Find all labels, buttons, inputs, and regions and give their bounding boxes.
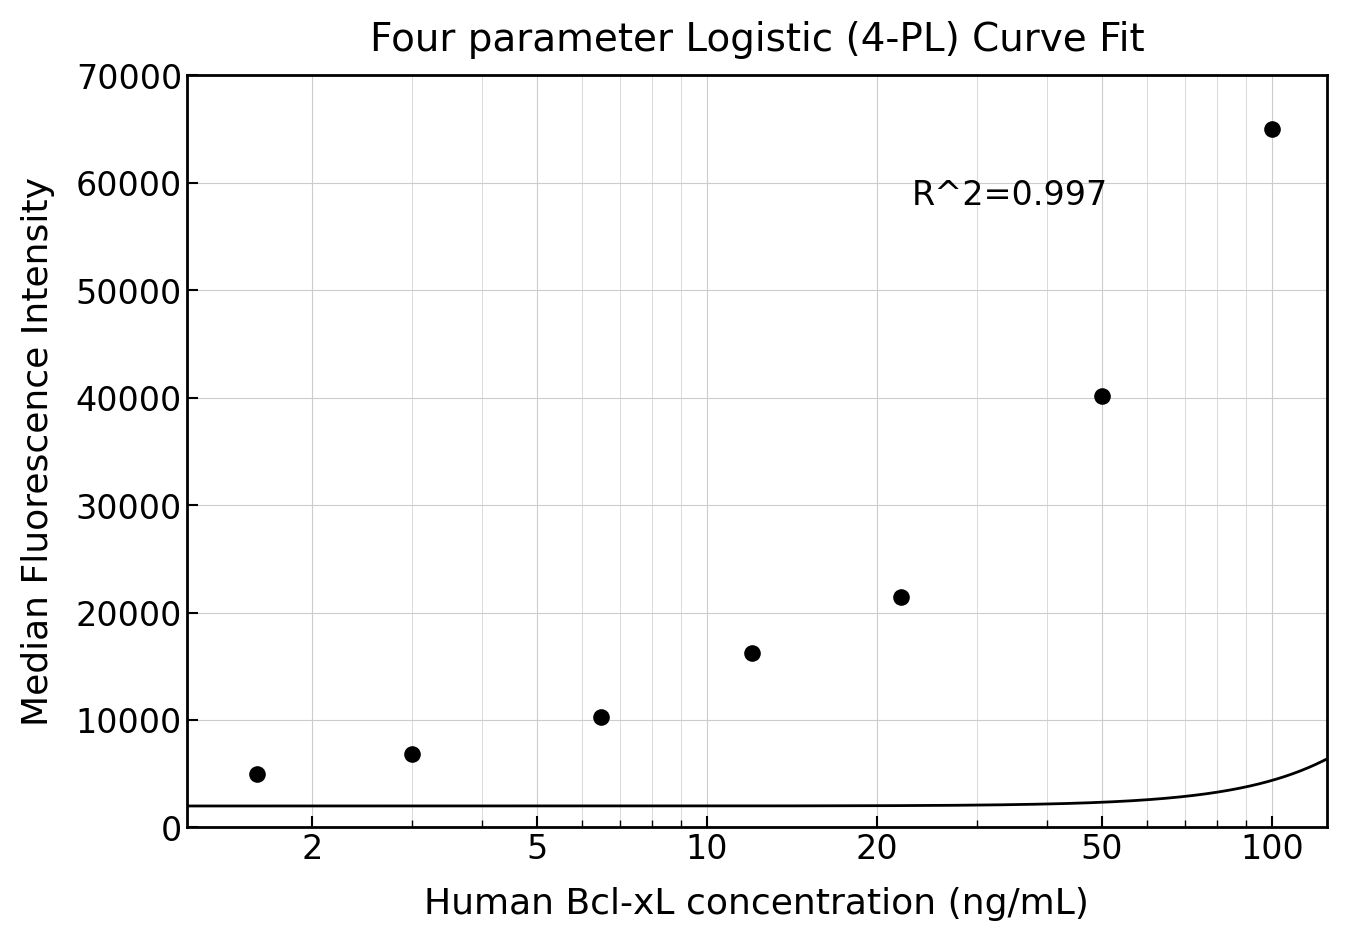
Point xyxy=(741,646,762,662)
X-axis label: Human Bcl-xL concentration (ng/mL): Human Bcl-xL concentration (ng/mL) xyxy=(424,886,1088,920)
Point xyxy=(889,589,911,604)
Point xyxy=(247,766,268,781)
Y-axis label: Median Fluorescence Intensity: Median Fluorescence Intensity xyxy=(20,177,55,726)
Text: R^2=0.997: R^2=0.997 xyxy=(911,179,1107,212)
Point xyxy=(1091,389,1113,404)
Point xyxy=(1261,122,1282,137)
Point xyxy=(401,747,423,762)
Point xyxy=(590,710,612,725)
Title: Four parameter Logistic (4-PL) Curve Fit: Four parameter Logistic (4-PL) Curve Fit xyxy=(369,21,1144,58)
